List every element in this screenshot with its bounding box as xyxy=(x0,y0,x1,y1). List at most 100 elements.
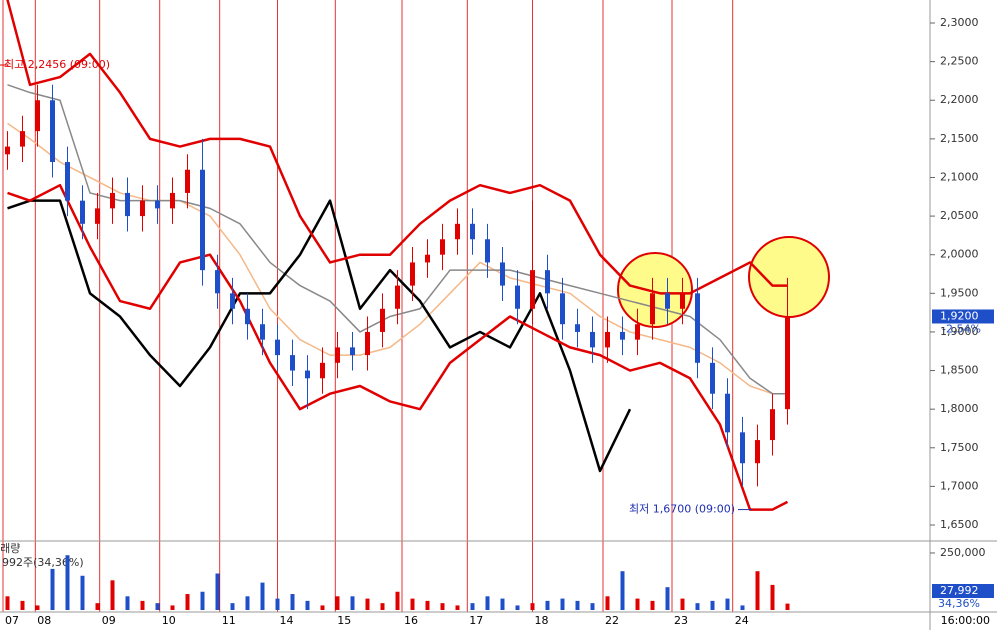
x-tick-label: 15 xyxy=(337,614,351,627)
volume-bar xyxy=(80,575,85,610)
volume-bar xyxy=(410,598,415,610)
y-tick-label: 1,7000 xyxy=(940,479,979,492)
candle-body xyxy=(710,362,715,394)
volume-bar xyxy=(305,600,310,610)
annotation: 최저 1,6700 (09:00) xyxy=(629,503,735,516)
candle-body xyxy=(365,331,370,356)
y-tick-label: 1,9000 xyxy=(940,325,979,338)
x-tick-label: 14 xyxy=(280,614,294,627)
volume-bar xyxy=(140,600,145,610)
x-tick-label: 18 xyxy=(535,614,549,627)
candle-body xyxy=(665,293,670,309)
volume-bar xyxy=(470,603,475,610)
x-tick-label: 24 xyxy=(735,614,749,627)
volume-bar xyxy=(5,596,10,610)
volume-bar xyxy=(755,571,760,610)
candle-body xyxy=(275,339,280,356)
y-tick-label: 2,0500 xyxy=(940,209,979,222)
volume-tick-label: 250,000 xyxy=(940,546,986,559)
volume-bar xyxy=(500,598,505,610)
annotation: 최고 2,2456 (09:00) xyxy=(4,58,110,71)
candle-body xyxy=(50,100,55,163)
volume-bar xyxy=(335,596,340,610)
candle-body xyxy=(785,316,790,410)
y-tick-label: 2,1000 xyxy=(940,170,979,183)
volume-bar xyxy=(395,591,400,610)
volume-bar xyxy=(95,603,100,610)
candle-body xyxy=(20,131,25,147)
volume-bar xyxy=(515,605,520,610)
candle-body xyxy=(320,362,325,379)
x-tick-label: 09 xyxy=(102,614,116,627)
candle-body xyxy=(230,293,235,309)
x-tick-label: 22 xyxy=(605,614,619,627)
y-tick-label: 2,1500 xyxy=(940,132,979,145)
candle-body xyxy=(35,100,40,132)
candle-body xyxy=(695,293,700,363)
volume-bar xyxy=(155,603,160,610)
last-price-box xyxy=(932,309,994,324)
volume-bar xyxy=(365,598,370,610)
candle-body xyxy=(155,200,160,209)
price-change: -2,54% xyxy=(942,322,981,335)
x-tick-label: 10 xyxy=(162,614,176,627)
volume-bar xyxy=(665,587,670,610)
candle-body xyxy=(335,347,340,363)
candle-body xyxy=(95,208,100,224)
candle-body xyxy=(65,162,70,201)
candle-body xyxy=(605,331,610,348)
candle-body xyxy=(545,270,550,294)
candle-body xyxy=(500,262,505,286)
candle-body xyxy=(140,200,145,217)
y-tick-label: 1,8000 xyxy=(940,402,979,415)
candle-body xyxy=(650,293,655,325)
volume-bar xyxy=(560,598,565,610)
volume-bar xyxy=(215,573,220,610)
y-tick-label: 1,6500 xyxy=(940,518,979,531)
x-tick-label: 11 xyxy=(222,614,236,627)
candle-body xyxy=(530,270,535,309)
candle-body xyxy=(260,324,265,340)
volume-bar xyxy=(350,596,355,610)
volume-bar xyxy=(710,600,715,610)
y-tick-label: 1,8500 xyxy=(940,364,979,377)
volume-info: 992주(34,36%) xyxy=(2,556,84,569)
price-layer xyxy=(5,0,790,511)
candle-body xyxy=(755,440,760,464)
candle-body xyxy=(455,223,460,240)
candle-body xyxy=(560,293,565,325)
candle-body xyxy=(305,370,310,379)
highlight-circle xyxy=(617,252,693,328)
candle-body xyxy=(575,324,580,332)
volume-bar xyxy=(260,582,265,610)
candle-body xyxy=(110,192,115,209)
indicator-line xyxy=(7,199,632,473)
candle-body xyxy=(485,239,490,263)
last-volume-label: 27,992 xyxy=(940,584,979,597)
volume-bar xyxy=(185,594,190,610)
volume-bar xyxy=(380,603,385,610)
volume-bar xyxy=(545,600,550,610)
candle-body xyxy=(125,192,130,217)
volume-bar xyxy=(725,598,730,610)
overlay-layer: 최고 2,2456 (09:00) 최저 1,6700 (09:00) 1,9200… xyxy=(0,58,994,610)
volume-ratio: 34,36% xyxy=(938,597,980,610)
candle-body xyxy=(185,169,190,193)
volume-bar xyxy=(530,603,535,610)
highlight-circle xyxy=(748,236,830,318)
volume-bar xyxy=(125,596,130,610)
volume-title: 거래량 xyxy=(0,542,20,555)
candle-body xyxy=(290,355,295,371)
indicator-line xyxy=(7,122,788,395)
volume-bar xyxy=(695,603,700,610)
candle-body xyxy=(170,192,175,209)
volume-bar xyxy=(320,605,325,610)
candle-body xyxy=(590,331,595,348)
volume-bar xyxy=(575,600,580,610)
candle-body xyxy=(680,293,685,309)
volume-bar xyxy=(785,603,790,610)
time-label: 16:00:00 xyxy=(941,614,990,627)
